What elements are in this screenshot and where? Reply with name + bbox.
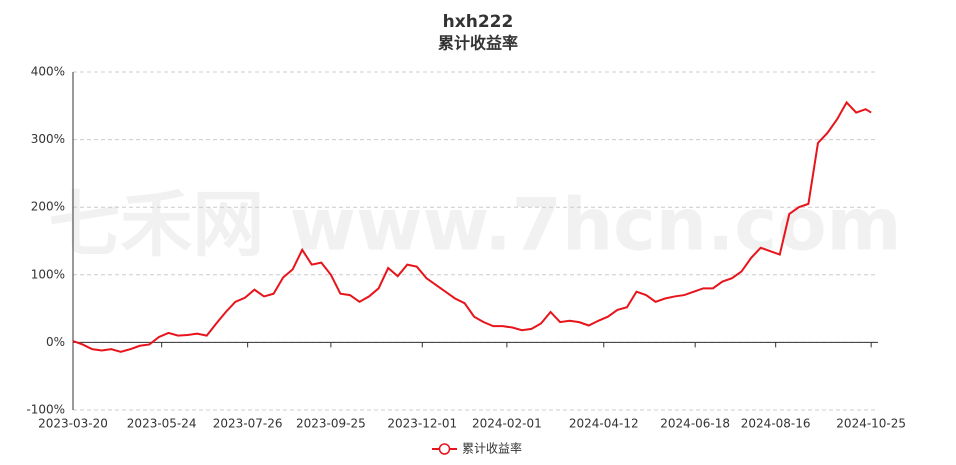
x-tick-label: 2024-06-18 [660,417,730,431]
y-tick-label: 0% [46,335,65,349]
watermark: 七禾网 www.7hcn.com [48,183,901,267]
x-tick-label: 2023-03-20 [38,417,108,431]
x-tick-label: 2023-09-25 [296,417,366,431]
line-series [72,100,872,353]
chart-subtitle: 累计收益率 [438,34,518,53]
x-tick-label: 2024-02-01 [472,417,542,431]
y-tick-label: 200% [31,200,65,214]
x-tick-label: 2024-10-25 [836,417,906,431]
x-tick-label: 2023-12-01 [387,417,457,431]
y-tick-label: -100% [26,403,65,417]
chart-title: hxh222 [443,12,514,32]
y-tick-label: 300% [31,132,65,146]
x-tick-label: 2023-05-24 [127,417,197,431]
x-tick-label: 2024-08-16 [741,417,811,431]
legend-marker [438,443,451,455]
x-tick-label: 2024-04-12 [569,417,639,431]
x-tick-label: 2023-07-26 [213,417,283,431]
y-tick-label: 100% [31,267,65,281]
y-tick-label: 400% [31,65,65,79]
legend-label: 累计收益率 [462,441,522,456]
